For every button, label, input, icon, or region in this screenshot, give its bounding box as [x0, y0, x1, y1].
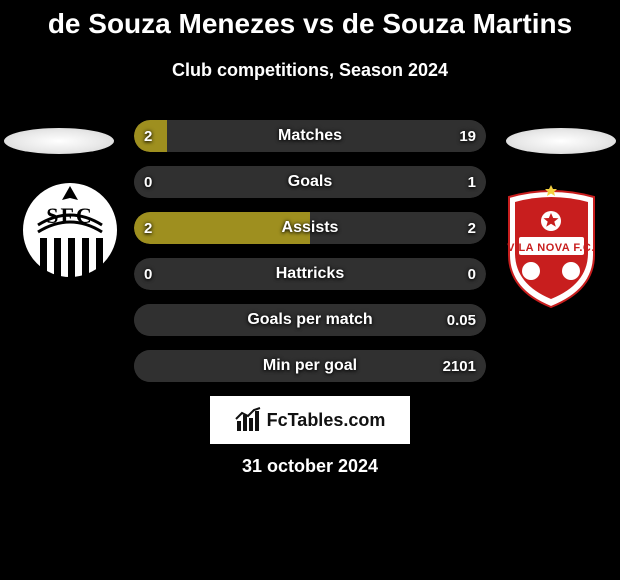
player-right-shadow-ellipse: [506, 128, 616, 154]
stats-panel: Matches219Goals01Assists22Hattricks00Goa…: [134, 120, 486, 396]
stat-label: Min per goal: [134, 350, 486, 382]
brand-text: FcTables.com: [267, 410, 386, 431]
stat-label: Goals per match: [134, 304, 486, 336]
stat-label: Hattricks: [134, 258, 486, 290]
stat-left-value: 0: [144, 166, 152, 198]
stat-left-value: 0: [144, 258, 152, 290]
stat-right-value: 0: [468, 258, 476, 290]
stat-row: Goals0 1: [134, 166, 486, 198]
stat-right-value: 0.05: [447, 304, 476, 336]
stat-label: Assists: [134, 212, 486, 244]
stat-right-value: 2101: [443, 350, 476, 382]
brand-chart-icon: [235, 407, 261, 433]
stat-label: Goals: [134, 166, 486, 198]
date-label: 31 october 2024: [0, 456, 620, 477]
stat-row: Assists2 2: [134, 212, 486, 244]
club-crest-vila-nova-icon: VILA NOVA F.C.: [499, 185, 604, 310]
page-title: de Souza Menezes vs de Souza Martins: [0, 0, 620, 40]
brand-badge: FcTables.com: [210, 396, 410, 444]
page-subtitle: Club competitions, Season 2024: [0, 60, 620, 81]
stat-row: Hattricks0 0: [134, 258, 486, 290]
stat-label: Matches: [134, 120, 486, 152]
stat-left-value: 2: [144, 212, 152, 244]
stat-right-value: 1: [468, 166, 476, 198]
player-left-shadow-ellipse: [4, 128, 114, 154]
stat-right-value: 2: [468, 212, 476, 244]
stat-right-value: 19: [459, 120, 476, 152]
stat-row: Min per goal2101: [134, 350, 486, 382]
svg-text:VILA NOVA F.C.: VILA NOVA F.C.: [507, 242, 595, 254]
club-crest-santos-icon: SFC: [20, 180, 120, 280]
stat-row: Matches2 19: [134, 120, 486, 152]
stat-left-value: 2: [144, 120, 152, 152]
stat-row: Goals per match0.05: [134, 304, 486, 336]
